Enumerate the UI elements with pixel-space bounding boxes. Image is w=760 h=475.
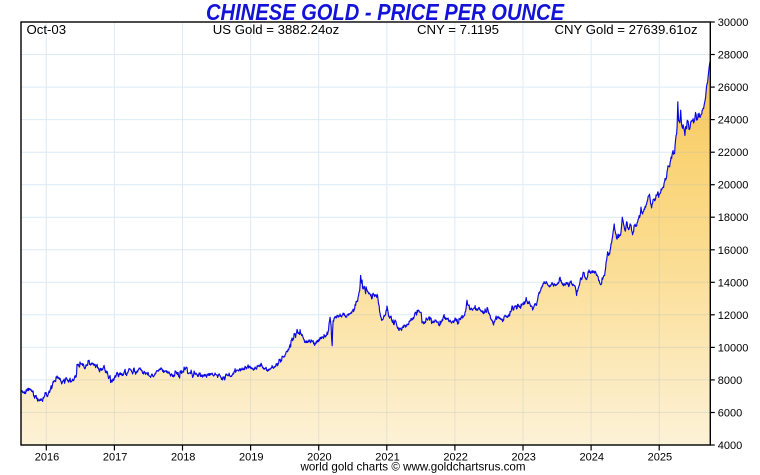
svg-text:2016: 2016 (35, 452, 59, 464)
svg-text:CNY = 7.1195: CNY = 7.1195 (417, 22, 499, 37)
svg-text:10000: 10000 (718, 342, 749, 354)
svg-text:4000: 4000 (718, 440, 742, 452)
svg-text:30000: 30000 (718, 17, 749, 29)
svg-text:2023: 2023 (511, 452, 535, 464)
svg-text:22000: 22000 (718, 147, 749, 159)
svg-text:world gold charts © www.goldch: world gold charts © www.goldchartsrus.co… (299, 460, 525, 473)
svg-text:14000: 14000 (718, 277, 749, 289)
svg-text:18000: 18000 (718, 212, 749, 224)
svg-text:26000: 26000 (718, 82, 749, 94)
svg-text:2022: 2022 (443, 452, 467, 464)
svg-text:2021: 2021 (375, 452, 399, 464)
svg-text:12000: 12000 (718, 310, 749, 322)
svg-text:CHINESE GOLD - PRICE PER OUNCE: CHINESE GOLD - PRICE PER OUNCE (206, 0, 565, 25)
svg-text:Oct-03: Oct-03 (27, 22, 67, 37)
svg-text:28000: 28000 (718, 50, 749, 62)
svg-text:2025: 2025 (648, 452, 672, 464)
svg-text:24000: 24000 (718, 115, 749, 127)
svg-text:US Gold = 3882.24oz: US Gold = 3882.24oz (213, 22, 339, 37)
svg-text:2020: 2020 (307, 452, 331, 464)
svg-text:2018: 2018 (171, 452, 195, 464)
svg-text:2017: 2017 (103, 452, 127, 464)
svg-text:6000: 6000 (718, 408, 742, 420)
svg-text:16000: 16000 (718, 245, 749, 257)
svg-text:CNY Gold = 27639.61oz: CNY Gold = 27639.61oz (554, 22, 697, 37)
svg-text:2019: 2019 (239, 452, 263, 464)
svg-text:2024: 2024 (580, 452, 604, 464)
svg-text:20000: 20000 (718, 180, 749, 192)
svg-text:8000: 8000 (718, 375, 742, 387)
